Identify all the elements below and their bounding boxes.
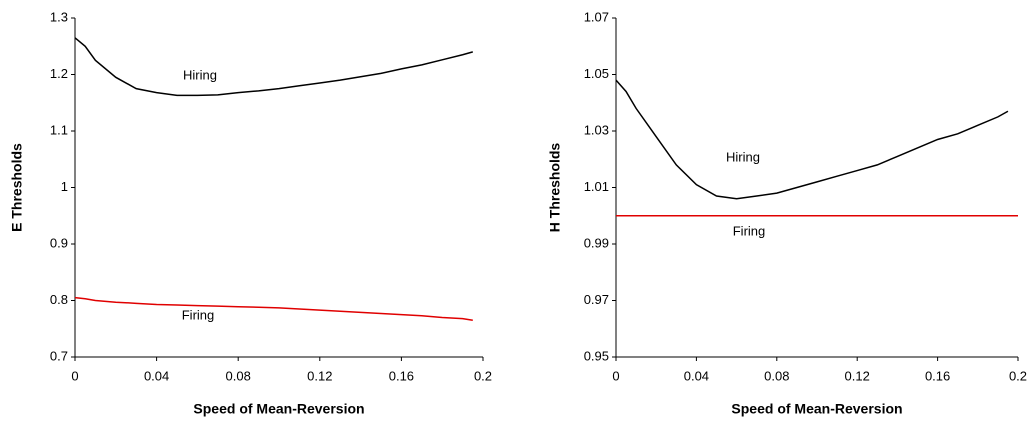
y-tick-label: 1.3 bbox=[50, 9, 68, 24]
series-label: Hiring bbox=[726, 149, 760, 164]
y-tick-label: 0.9 bbox=[50, 235, 68, 250]
x-tick-label: 0.16 bbox=[389, 368, 414, 383]
x-tick-label: 0.04 bbox=[144, 368, 169, 383]
series-line bbox=[615, 79, 1009, 200]
x-tick-label: 0.08 bbox=[764, 368, 789, 383]
series-line bbox=[74, 37, 473, 97]
x-axis-title: Speed of Mean-Reversion bbox=[731, 401, 902, 417]
y-tick-label: 1.03 bbox=[584, 122, 609, 137]
y-axis-title: H Thresholds bbox=[547, 143, 563, 233]
x-tick-label: 0.16 bbox=[925, 368, 950, 383]
y-tick-label: 0.95 bbox=[584, 348, 609, 363]
y-tick-label: 0.97 bbox=[584, 292, 609, 307]
y-tick-label: 0.99 bbox=[584, 235, 609, 250]
series-label: Firing bbox=[733, 223, 766, 238]
x-tick-label: 0.12 bbox=[307, 368, 332, 383]
series-label: Hiring bbox=[183, 67, 217, 82]
series-line bbox=[74, 296, 473, 322]
x-tick-label: 0 bbox=[612, 368, 619, 383]
x-tick-label: 0.04 bbox=[684, 368, 709, 383]
x-tick-label: 0.12 bbox=[845, 368, 870, 383]
series-label: Firing bbox=[182, 307, 215, 322]
y-axis-title: E Thresholds bbox=[9, 143, 25, 232]
y-tick-label: 0.8 bbox=[50, 292, 68, 307]
x-axis-title: Speed of Mean-Reversion bbox=[193, 401, 364, 417]
y-tick-label: 1.1 bbox=[50, 122, 68, 137]
y-tick-label: 1 bbox=[61, 179, 68, 194]
y-tick-label: 1.2 bbox=[50, 66, 68, 81]
x-tick-label: 0.2 bbox=[1009, 368, 1027, 383]
y-tick-label: 1.01 bbox=[584, 179, 609, 194]
y-tick-label: 1.07 bbox=[584, 9, 609, 24]
x-tick-label: 0.08 bbox=[226, 368, 251, 383]
y-tick-label: 1.05 bbox=[584, 66, 609, 81]
x-tick-label: 0 bbox=[71, 368, 78, 383]
y-tick-label: 0.7 bbox=[50, 348, 68, 363]
x-tick-label: 0.2 bbox=[474, 368, 492, 383]
